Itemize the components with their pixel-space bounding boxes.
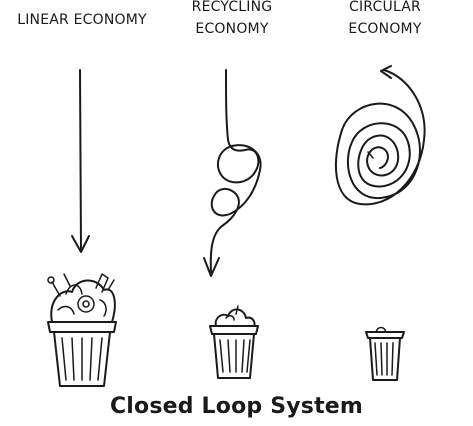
circular-spiral-icon bbox=[334, 65, 426, 206]
diagram-caption: Closed Loop System bbox=[109, 394, 364, 419]
recycling-trash-can-icon bbox=[209, 305, 259, 379]
linear-trash-can-icon bbox=[47, 273, 117, 387]
circular-trash-can-icon bbox=[365, 326, 405, 381]
recycling-loop-arrow-icon bbox=[203, 69, 262, 277]
linear-arrow-icon bbox=[71, 69, 90, 253]
circular-economy-label-line2: ECONOMY bbox=[348, 21, 421, 37]
circular-economy-label-line1: CIRCULAR bbox=[349, 0, 421, 15]
recycling-economy-label-line2: ECONOMY bbox=[195, 21, 268, 37]
recycling-economy-label-line1: RECYCLING bbox=[192, 0, 273, 15]
linear-economy-label: LINEAR ECONOMY bbox=[17, 12, 147, 28]
